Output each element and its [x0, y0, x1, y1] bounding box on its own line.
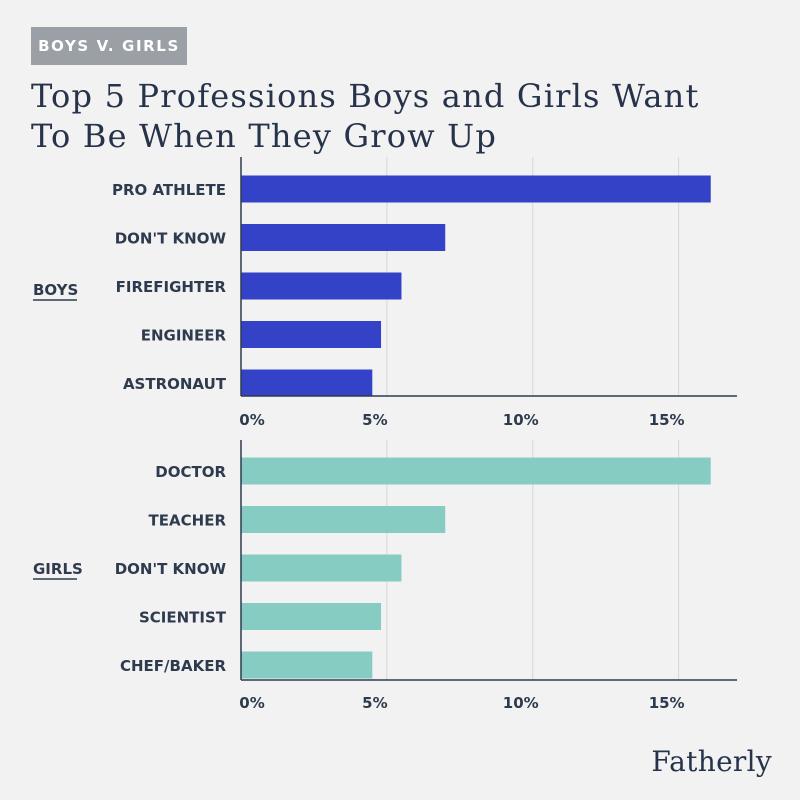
boys-category-label-0: PRO ATHLETE	[112, 181, 226, 199]
girls-category-label-2: DON'T KNOW	[115, 560, 227, 578]
boys-tick-label-2: 10%	[503, 411, 539, 429]
section-tag: BOYS V. GIRLS	[31, 27, 187, 65]
fatherly-logo: Fatherly	[651, 745, 772, 778]
boys-bar-3	[241, 321, 382, 348]
girls-bar-1	[241, 506, 446, 533]
boys-group-label: BOYS	[33, 281, 78, 299]
boys-category-label-1: DON'T KNOW	[115, 230, 227, 248]
chart-title-line-2: To Be When They Grow Up	[31, 117, 498, 155]
girls-bar-0	[241, 457, 711, 485]
boys-category-label-3: ENGINEER	[141, 327, 227, 345]
boys-category-label-4: ASTRONAUT	[123, 375, 227, 393]
girls-tick-label-1: 5%	[362, 694, 387, 712]
girls-category-label-3: SCIENTIST	[139, 609, 227, 627]
girls-category-label-1: TEACHER	[149, 512, 227, 530]
girls-group-label: GIRLS	[33, 560, 83, 578]
chart-title: Top 5 Professions Boys and Girls Want To…	[31, 76, 771, 156]
boys-tick-label-1: 5%	[362, 411, 387, 429]
boys-bar-4	[241, 369, 373, 397]
chart-title-line-1: Top 5 Professions Boys and Girls Want	[31, 77, 700, 115]
boys-tick-label-0: 0%	[239, 411, 264, 429]
boys-bar-2	[241, 272, 402, 300]
girls-bar-2	[241, 554, 402, 582]
girls-category-label-4: CHEF/BAKER	[120, 657, 226, 675]
boys-bar-1	[241, 224, 446, 251]
girls-tick-label-2: 10%	[503, 694, 539, 712]
boys-bar-0	[241, 175, 711, 203]
girls-tick-label-0: 0%	[239, 694, 264, 712]
girls-bar-4	[241, 651, 373, 679]
boys-tick-label-3: 15%	[649, 411, 685, 429]
girls-bar-3	[241, 603, 382, 630]
girls-tick-label-3: 15%	[649, 694, 685, 712]
girls-category-label-0: DOCTOR	[155, 463, 226, 481]
boys-category-label-2: FIREFIGHTER	[116, 278, 227, 296]
